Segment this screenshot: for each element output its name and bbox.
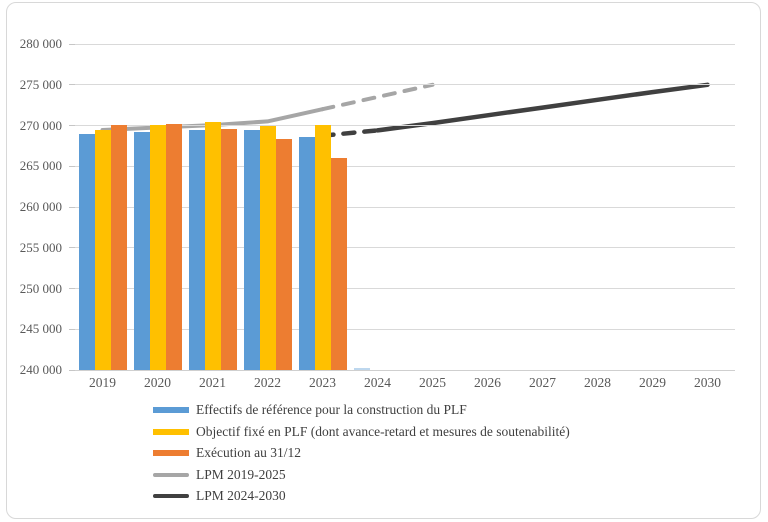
chart-legend: Effectifs de référence pour la construct… [153,403,570,511]
legend-item-objectif-plf: Objectif fixé en PLF (dont avance-retard… [153,423,570,439]
legend-swatch-lpm-2024-2030 [153,494,189,498]
bar-execution-2021 [220,128,237,370]
y-axis-tick-280000 [69,43,75,45]
legend-label-lpm-2019-2025: LPM 2019-2025 [196,466,286,482]
x-axis-label-2030: 2030 [694,375,721,390]
bar-objectif-plf-2023 [314,124,331,370]
bar-objectif-plf-2019 [94,130,111,370]
y-axis-tick-240000 [69,369,75,371]
gridline-240000 [75,369,735,371]
legend-item-lpm-2024-2030: LPM 2024-2030 [153,489,570,503]
line-lpm-2024-2030-dashed [320,128,380,138]
x-axis-label-2027: 2027 [529,375,556,390]
gridline-265000 [75,165,735,167]
y-axis-tick-270000 [69,125,75,126]
y-axis-tick-245000 [69,328,75,330]
legend-label-execution: Exécution au 31/12 [196,445,301,460]
legend-label-effectifs-reference: Effectifs de référence pour la construct… [196,402,467,417]
legend-label-objectif-plf: Objectif fixé en PLF (dont avance-retard… [196,423,570,439]
bar-execution-2023 [330,158,347,370]
legend-item-lpm-2019-2025: LPM 2019-2025 [153,466,570,482]
x-axis-label-2021: 2021 [199,375,226,390]
y-axis-tick-260000 [69,206,75,208]
bar-objectif-plf-2022 [259,125,276,370]
legend-swatch-effectifs-reference [153,407,189,413]
x-axis-label-2023: 2023 [309,375,336,390]
legend-item-effectifs-reference: Effectifs de référence pour la construct… [153,403,570,417]
y-axis-tick-275000 [69,84,75,86]
x-axis-label-2019: 2019 [89,375,116,390]
chart-border [6,2,761,519]
x-axis-label-2025: 2025 [419,375,446,390]
x-axis-label-2026: 2026 [474,375,501,390]
y-axis-label-245000: 245 000 [19,321,62,337]
gridline-255000 [75,247,735,249]
y-axis-label-260000: 260 000 [19,199,62,214]
legend-swatch-execution [153,450,189,456]
y-axis-label-270000: 270 000 [19,117,62,133]
y-axis-label-250000: 250 000 [19,280,62,296]
gridline-250000 [75,288,735,289]
y-axis-tick-255000 [69,247,75,249]
x-axis-label-2020: 2020 [144,375,171,390]
gridline-280000 [75,43,735,45]
y-axis-label-275000: 275 000 [19,76,62,92]
gridline-245000 [75,328,735,330]
legend-label-lpm-2024-2030: LPM 2024-2030 [196,488,286,503]
bar-effectifs-reference-2024 [353,367,370,370]
y-axis-label-255000: 255 000 [19,239,62,255]
x-axis-label-2029: 2029 [639,375,666,390]
line-lpm-2019-2025-dashed [320,82,435,112]
x-axis-label-2024: 2024 [364,375,391,390]
legend-swatch-lpm-2019-2025 [153,472,189,477]
y-axis-tick-250000 [69,288,75,289]
bar-effectifs-reference-2020 [133,132,150,370]
y-axis-label-265000: 265 000 [19,158,62,174]
bar-execution-2019 [110,124,127,370]
y-axis-tick-265000 [69,165,75,167]
bar-effectifs-reference-2019 [78,133,95,370]
line-lpm-2024-2030-solid [375,82,710,133]
bar-objectif-plf-2021 [204,122,221,370]
gridline-275000 [75,84,735,86]
x-axis-label-2028: 2028 [584,375,611,390]
bar-execution-2022 [275,138,292,370]
bar-objectif-plf-2020 [149,124,166,370]
bar-effectifs-reference-2022 [243,130,260,370]
bar-effectifs-reference-2021 [188,129,205,370]
legend-swatch-objectif-plf [153,428,189,435]
bar-execution-2020 [165,123,182,370]
y-axis-label-280000: 280 000 [19,36,62,51]
gridline-270000 [75,125,735,126]
legend-item-execution: Exécution au 31/12 [153,446,570,460]
gridline-260000 [75,206,735,208]
x-axis-label-2022: 2022 [254,375,281,390]
y-axis-label-240000: 240 000 [19,362,62,377]
bar-effectifs-reference-2023 [298,136,315,370]
